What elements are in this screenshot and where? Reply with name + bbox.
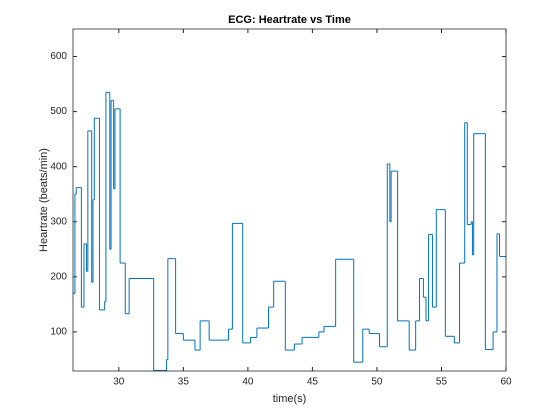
y-tick-label: 400 [50,161,67,172]
x-tick-label: 45 [307,377,319,388]
plot-area [73,29,506,371]
y-tick-label: 300 [50,216,67,227]
axes-box [72,28,507,372]
x-tick-label: 60 [500,377,512,388]
x-tick-label: 40 [242,377,254,388]
x-tick-label: 55 [436,377,448,388]
x-tick-label: 50 [371,377,383,388]
y-tick-label: 100 [50,327,67,338]
y-tick-label: 500 [50,106,67,117]
y-tick-label: 200 [50,271,67,282]
x-tick-label: 35 [178,377,190,388]
x-tick-label: 30 [113,377,125,388]
chart-title: ECG: Heartrate vs Time [228,14,351,26]
x-axis-label: time(s) [273,393,307,405]
y-axis-label: Heartrate (beats/min) [38,148,50,252]
y-tick-label: 600 [50,51,67,62]
